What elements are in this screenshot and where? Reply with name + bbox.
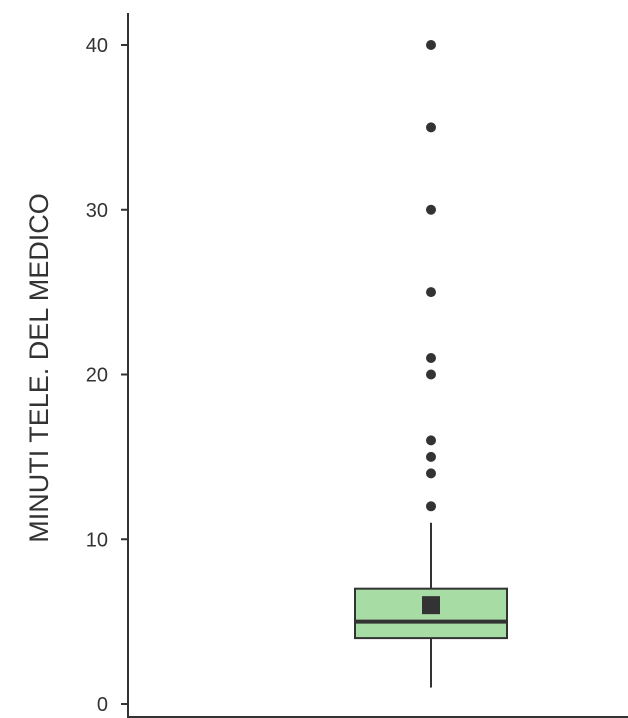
y-ticks: 0 10 20 30 40 [86, 35, 128, 716]
y-tick-label: 20 [86, 365, 108, 387]
plot-area [354, 40, 508, 688]
y-tick-label: 40 [86, 35, 108, 57]
outlier-point [426, 353, 436, 364]
y-axis: 0 10 20 30 40 [86, 13, 628, 718]
outlier-point [426, 287, 436, 298]
y-tick-label: 0 [97, 694, 108, 716]
y-tick-label: 10 [86, 529, 108, 551]
outlier-point [426, 369, 436, 380]
outlier-point [426, 451, 436, 462]
outlier-point [426, 501, 436, 512]
outlier-point [426, 204, 436, 215]
y-tick-label: 30 [86, 200, 108, 222]
outlier-point [426, 435, 436, 446]
outlier-point [426, 122, 436, 133]
mean-marker [422, 596, 440, 615]
y-axis-title: MINUTI TELE. DEL MEDICO [24, 193, 54, 543]
outlier-point [426, 468, 436, 479]
outlier-point [426, 40, 436, 50]
